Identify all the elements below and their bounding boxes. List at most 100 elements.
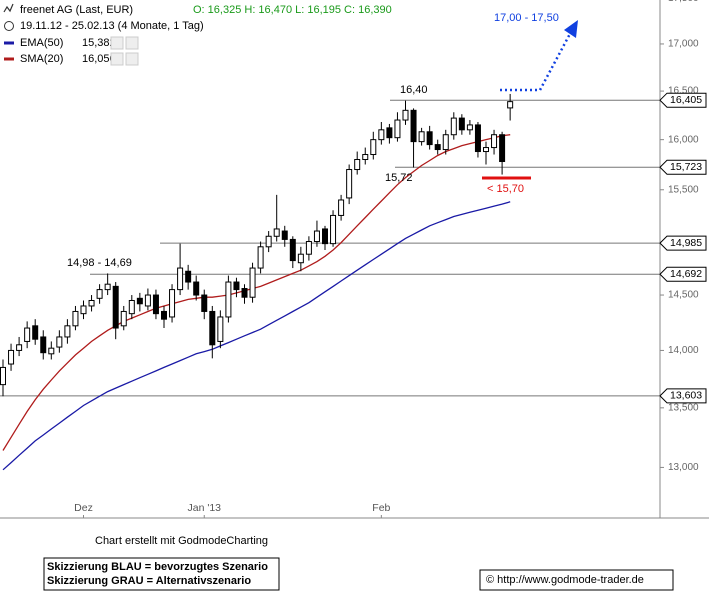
candle-body xyxy=(370,139,377,156)
candle-body xyxy=(144,294,151,307)
y-tick-label: 17,500 xyxy=(668,0,699,4)
candle-body xyxy=(466,124,473,131)
candle-body xyxy=(161,310,167,320)
scenario-arrow xyxy=(564,20,578,38)
y-tick-label: 13,500 xyxy=(668,402,699,413)
legend-value: 16,050 xyxy=(82,53,116,65)
annotation: < 15,70 xyxy=(487,183,524,195)
legend: freenet AG (Last, EUR) O: 16,325 H: 16,4… xyxy=(3,3,392,66)
level-tag xyxy=(659,266,707,282)
candle-body xyxy=(338,199,345,216)
legend-label: EMA(50) xyxy=(20,37,63,49)
candle-body xyxy=(458,117,465,131)
candle-body xyxy=(281,230,288,240)
candle-body xyxy=(426,131,433,146)
level-tag xyxy=(659,92,707,108)
annotation: 17,00 - 17,50 xyxy=(494,12,559,24)
source: © http://www.godmode-trader.de xyxy=(486,574,644,586)
candle-body xyxy=(378,129,385,141)
credit: Chart erstellt mit GodmodeCharting xyxy=(95,535,268,547)
candle-body xyxy=(257,246,264,269)
x-tick-label: Dez xyxy=(74,502,93,514)
scenario-path xyxy=(500,29,574,92)
candle-body xyxy=(16,344,23,351)
annotation: 16,40 xyxy=(400,84,428,96)
candle-body xyxy=(273,228,280,237)
level-label: 14,692 xyxy=(670,268,702,280)
candle-body xyxy=(410,109,417,143)
candle-body xyxy=(120,310,127,327)
chart-icon xyxy=(3,3,14,13)
subtitle: 19.11.12 - 25.02.13 (4 Monate, 1 Tag) xyxy=(20,20,204,32)
notes-box xyxy=(43,557,280,591)
level-tag xyxy=(659,388,707,404)
candle-body xyxy=(241,288,248,298)
candle-body xyxy=(128,299,135,315)
candle-body xyxy=(201,294,208,312)
candle-body xyxy=(402,109,409,121)
level-tag xyxy=(659,159,707,175)
candle-body xyxy=(450,117,457,136)
candle-body xyxy=(330,214,337,245)
candle-body xyxy=(24,327,31,342)
x-tick-label: Feb xyxy=(372,502,390,514)
y-tick-label: 13,000 xyxy=(668,462,699,473)
legend-label: SMA(20) xyxy=(20,53,63,65)
candle-body xyxy=(88,299,95,307)
candle-body xyxy=(48,347,55,355)
candle-body xyxy=(209,310,216,346)
y-tick-label: 14,500 xyxy=(668,290,699,301)
candle-body xyxy=(193,281,200,296)
candle-body xyxy=(169,289,176,318)
candle-body xyxy=(442,134,449,151)
chart-title: freenet AG (Last, EUR) xyxy=(20,4,133,16)
plot-area: Dez Jan '13 Feb xyxy=(0,43,664,518)
candle-body xyxy=(474,124,481,153)
candle-body xyxy=(249,267,256,298)
candle-body xyxy=(40,336,47,354)
candle-body xyxy=(386,127,393,139)
settings-button[interactable] xyxy=(110,52,124,66)
candle-body xyxy=(313,230,320,243)
candle-body xyxy=(112,285,119,329)
candle-body xyxy=(491,134,498,149)
note: Skizzierung GRAU = Alternativszenario xyxy=(47,575,251,587)
close-button[interactable] xyxy=(125,36,139,50)
level-label: 14,985 xyxy=(670,237,702,249)
settings-button[interactable] xyxy=(110,36,124,50)
candle-body xyxy=(346,169,353,199)
x-tick-label: Jan '13 xyxy=(187,502,221,514)
candle-body xyxy=(80,305,87,315)
legend-value: 15,382 xyxy=(82,37,116,49)
candle-body xyxy=(297,253,304,264)
quote: O: 16,325 H: 16,470 L: 16,195 C: 16,390 xyxy=(193,4,392,16)
y-tick-label: 15,500 xyxy=(668,184,699,195)
candle-body xyxy=(96,289,103,299)
candle-body xyxy=(483,147,489,153)
candle-body xyxy=(217,316,224,342)
source-box xyxy=(479,569,674,591)
candle-body xyxy=(0,366,6,386)
annotation: 14,98 - 14,69 xyxy=(67,257,132,269)
candle-body xyxy=(152,294,159,315)
clock-icon xyxy=(4,21,14,31)
candle-body xyxy=(185,270,192,283)
indicator-line xyxy=(2,134,511,451)
candle-body xyxy=(394,119,401,139)
candle-body xyxy=(225,281,232,318)
candle-body xyxy=(418,131,425,143)
level-label: 16,405 xyxy=(670,94,702,106)
candle-body xyxy=(265,235,272,248)
candle-body xyxy=(233,281,240,291)
candle-body xyxy=(434,144,441,151)
level-label: 15,723 xyxy=(670,161,702,173)
close-button[interactable] xyxy=(125,52,139,66)
candle-body xyxy=(507,101,514,109)
y-tick-label: 17,000 xyxy=(668,39,699,50)
candle-body xyxy=(305,241,312,255)
level-label: 13,603 xyxy=(670,390,702,402)
candle-body xyxy=(289,238,296,262)
candle-body xyxy=(499,134,506,163)
